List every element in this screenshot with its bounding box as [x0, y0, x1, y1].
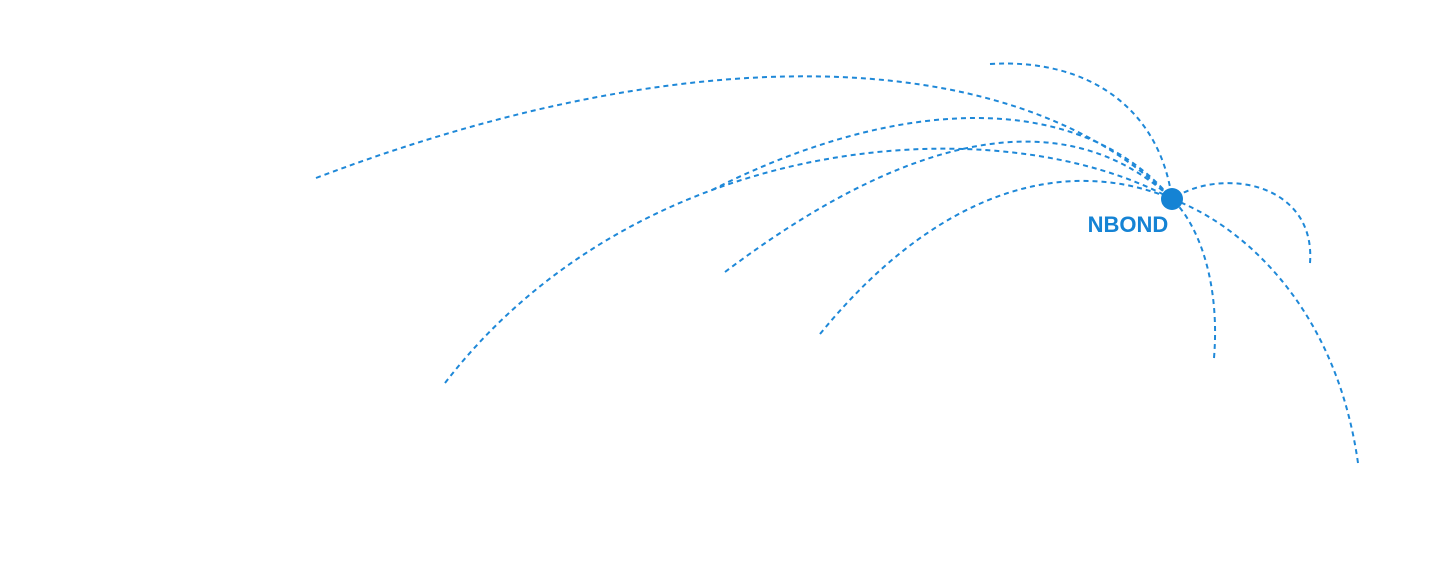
- edge-9: [1171, 198, 1359, 464]
- edge-6: [989, 62, 1173, 200]
- edge-7: [1171, 182, 1312, 264]
- edge-1: [315, 75, 1173, 200]
- edge-5: [444, 147, 1173, 384]
- edge-4: [819, 179, 1173, 335]
- edge-8: [1171, 198, 1217, 359]
- edge-3: [724, 140, 1173, 273]
- node-nbond[interactable]: [1161, 188, 1183, 210]
- edge-2: [711, 117, 1173, 200]
- edges-group: [315, 62, 1359, 464]
- node-nbond-label[interactable]: NBOND: [1085, 210, 1171, 240]
